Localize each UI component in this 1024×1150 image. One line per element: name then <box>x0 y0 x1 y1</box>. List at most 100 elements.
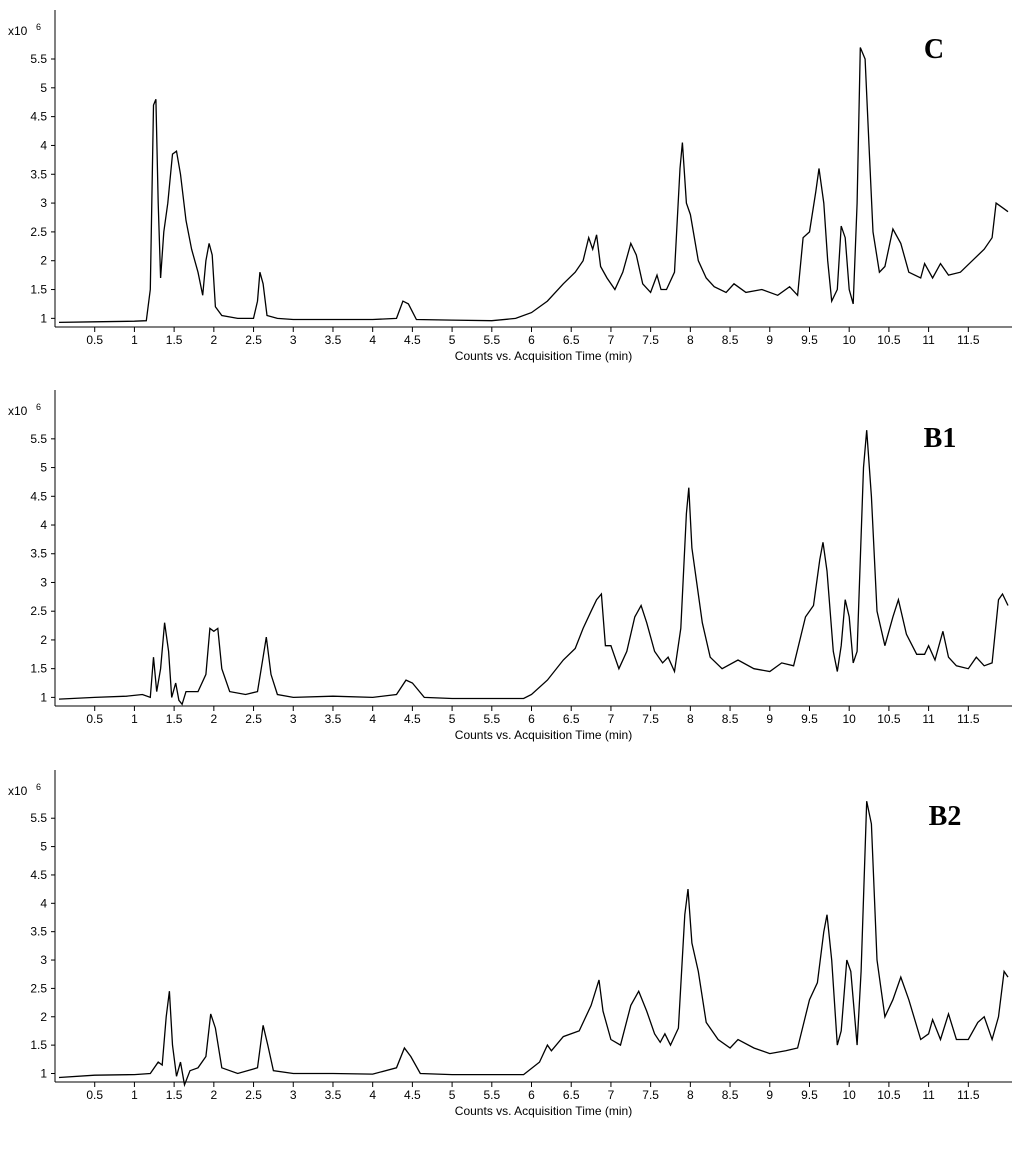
panel-title: B1 <box>924 423 957 454</box>
x-tick-label: 6 <box>528 333 535 347</box>
y-tick-label: 1.5 <box>30 283 47 297</box>
y-tick-label: 5 <box>40 81 47 95</box>
x-tick-label: 7.5 <box>642 333 659 347</box>
y-tick-label: 2.5 <box>30 981 47 995</box>
x-tick-label: 6.5 <box>563 333 580 347</box>
y-tick-label: 1.5 <box>30 662 47 676</box>
x-tick-label: 10 <box>843 333 857 347</box>
y-tick-label: 3 <box>40 575 47 589</box>
x-tick-label: 3 <box>290 333 297 347</box>
x-tick-label: 6.5 <box>563 712 580 726</box>
x-tick-label: 9.5 <box>801 1088 818 1102</box>
x-tick-label: 3.5 <box>325 712 342 726</box>
x-tick-label: 10.5 <box>877 333 901 347</box>
x-tick-label: 2 <box>210 712 217 726</box>
y-unit-exponent: 6 <box>36 402 41 412</box>
x-tick-label: 5 <box>449 333 456 347</box>
y-tick-label: 2.5 <box>30 225 47 239</box>
x-tick-label: 11.5 <box>957 712 980 726</box>
x-tick-label: 8.5 <box>722 333 739 347</box>
x-tick-label: 11 <box>922 333 935 347</box>
y-tick-label: 5 <box>40 840 47 854</box>
x-tick-label: 9 <box>766 1088 773 1102</box>
y-tick-label: 3.5 <box>30 925 47 939</box>
y-tick-label: 4 <box>40 138 47 152</box>
x-tick-label: 8 <box>687 333 694 347</box>
y-tick-label: 1 <box>40 311 47 325</box>
y-tick-label: 4 <box>40 896 47 910</box>
x-tick-label: 4.5 <box>404 712 421 726</box>
x-tick-label: 5 <box>449 1088 456 1102</box>
x-tick-label: 4 <box>369 1088 376 1102</box>
chromatogram-line <box>58 47 1009 324</box>
y-tick-label: 1.5 <box>30 1038 47 1052</box>
x-tick-label: 11.5 <box>957 1088 980 1102</box>
y-unit-label: x10 <box>8 24 28 38</box>
y-unit-label: x10 <box>8 784 28 798</box>
x-tick-label: 1.5 <box>166 333 183 347</box>
x-tick-label: 4 <box>369 333 376 347</box>
x-tick-label: 7.5 <box>642 712 659 726</box>
x-tick-label: 6 <box>528 1088 535 1102</box>
y-unit-exponent: 6 <box>36 782 41 792</box>
x-tick-label: 6.5 <box>563 1088 580 1102</box>
x-tick-label: 0.5 <box>86 333 103 347</box>
x-tick-label: 2 <box>210 333 217 347</box>
y-tick-label: 2 <box>40 1010 47 1024</box>
y-tick-label: 3 <box>40 196 47 210</box>
y-tick-label: 4.5 <box>30 110 47 124</box>
x-tick-label: 8 <box>687 1088 694 1102</box>
x-tick-label: 11.5 <box>957 333 980 347</box>
x-tick-label: 9.5 <box>801 333 818 347</box>
x-tick-label: 9.5 <box>801 712 818 726</box>
x-tick-label: 2 <box>210 1088 217 1102</box>
x-tick-label: 5.5 <box>483 712 500 726</box>
chromatogram-line <box>58 430 1009 706</box>
y-tick-label: 2 <box>40 254 47 268</box>
x-tick-label: 1 <box>131 1088 138 1102</box>
panel-title: B2 <box>929 801 962 832</box>
x-tick-label: 7 <box>608 333 615 347</box>
x-tick-label: 6 <box>528 712 535 726</box>
y-tick-label: 4 <box>40 518 47 532</box>
x-tick-label: 1 <box>131 712 138 726</box>
panel-title: C <box>924 34 944 65</box>
x-tick-label: 10 <box>843 712 857 726</box>
y-tick-label: 1 <box>40 690 47 704</box>
x-tick-label: 10.5 <box>877 1088 901 1102</box>
x-tick-label: 4.5 <box>404 1088 421 1102</box>
x-tick-label: 1 <box>131 333 138 347</box>
x-tick-label: 3 <box>290 1088 297 1102</box>
y-tick-label: 1 <box>40 1066 47 1080</box>
x-tick-label: 0.5 <box>86 1088 103 1102</box>
x-tick-label: 9 <box>766 333 773 347</box>
y-tick-label: 5 <box>40 461 47 475</box>
x-tick-label: 5.5 <box>483 333 500 347</box>
y-tick-label: 4.5 <box>30 489 47 503</box>
y-unit-label: x10 <box>8 404 28 418</box>
x-tick-label: 5.5 <box>483 1088 500 1102</box>
x-axis-label: Counts vs. Acquisition Time (min) <box>455 1104 632 1118</box>
y-tick-label: 4.5 <box>30 868 47 882</box>
x-tick-label: 7 <box>608 712 615 726</box>
x-tick-label: 7.5 <box>642 1088 659 1102</box>
chromatogram-line <box>58 801 1009 1088</box>
x-tick-label: 2.5 <box>245 712 262 726</box>
x-tick-label: 2.5 <box>245 1088 262 1102</box>
x-tick-label: 10 <box>843 1088 857 1102</box>
x-tick-label: 8.5 <box>722 1088 739 1102</box>
x-tick-label: 0.5 <box>86 712 103 726</box>
x-tick-label: 3.5 <box>325 1088 342 1102</box>
y-tick-label: 2.5 <box>30 604 47 618</box>
x-axis-label: Counts vs. Acquisition Time (min) <box>455 728 632 742</box>
x-tick-label: 8.5 <box>722 712 739 726</box>
y-tick-label: 3 <box>40 953 47 967</box>
x-tick-label: 8 <box>687 712 694 726</box>
y-tick-label: 2 <box>40 633 47 647</box>
x-tick-label: 1.5 <box>166 1088 183 1102</box>
y-tick-label: 5.5 <box>30 432 47 446</box>
x-axis-label: Counts vs. Acquisition Time (min) <box>455 349 632 363</box>
y-unit-exponent: 6 <box>36 22 41 32</box>
x-tick-label: 11 <box>922 712 935 726</box>
